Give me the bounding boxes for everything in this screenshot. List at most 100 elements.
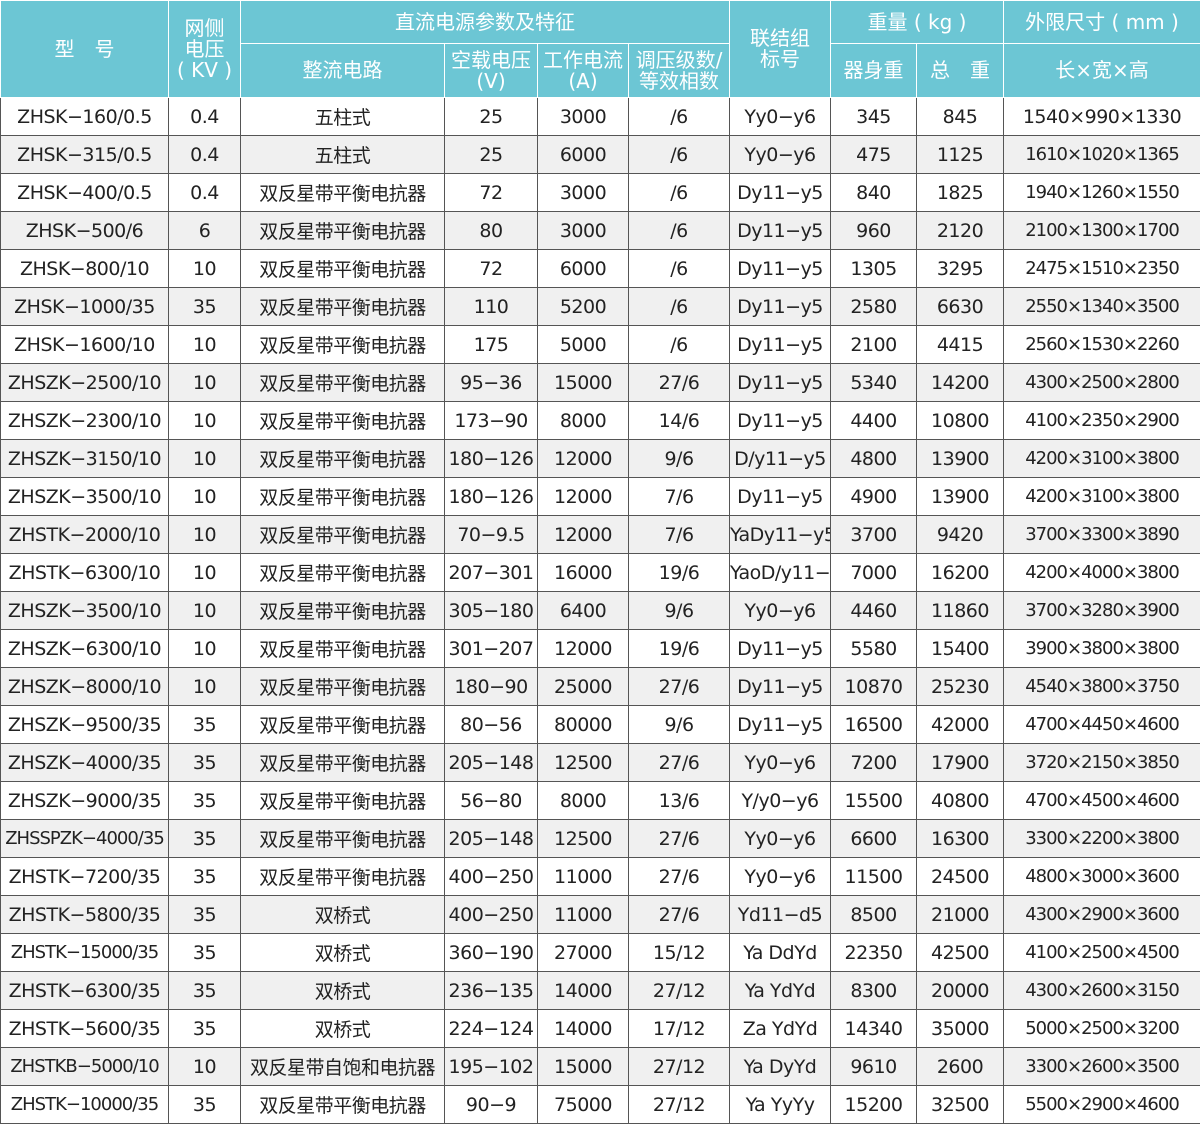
cell-total-weight: 1125 (916, 135, 1004, 174)
cell-dimension: 4300×2500×2800 (1003, 363, 1200, 402)
cell-body-weight: 4900 (830, 477, 917, 516)
header-connection: 联结组 标号 (729, 0, 831, 98)
cell-dimension: 2560×1530×2260 (1003, 325, 1200, 364)
cell-working-current: 11000 (537, 857, 629, 896)
cell-working-current: 6400 (537, 591, 629, 630)
cell-dimension: 3700×3300×3890 (1003, 515, 1200, 554)
table-row: ZHSZK−6300/10 10 双反星带平衡电抗器 301−207 12000 19/6… (0, 629, 1200, 668)
cell-connection: Y/y0−y6 (729, 781, 831, 820)
cell-rectifier: 双反星带平衡电抗器 (240, 249, 445, 288)
header-regulation: 调压级数/等效相数 (628, 43, 730, 98)
cell-model: ZHSK−500/6 (0, 211, 169, 250)
cell-total-weight: 11860 (916, 591, 1004, 630)
cell-working-current: 6000 (537, 249, 629, 288)
cell-grid-voltage: 10 (168, 401, 241, 440)
cell-total-weight: 2600 (916, 1047, 1004, 1086)
cell-connection: YaDy11−y5 (729, 515, 831, 554)
cell-rectifier: 双反星带平衡电抗器 (240, 515, 445, 554)
cell-dimension: 4200×4000×3800 (1003, 553, 1200, 592)
cell-working-current: 27000 (537, 933, 629, 972)
cell-model: ZHSZK−3500/10 (0, 591, 169, 630)
header-model: 型 号 (0, 0, 169, 98)
cell-model: ZHSTK−2000/10 (0, 515, 169, 554)
cell-grid-voltage: 35 (168, 743, 241, 782)
cell-body-weight: 15200 (830, 1085, 917, 1124)
cell-connection: YaoD/y11−y5 (729, 553, 831, 592)
table-body: ZHSK−160/0.5 0.4 五柱式 25 3000/6 Yy0−y6 345 845 15… (0, 97, 1200, 1124)
cell-total-weight: 14200 (916, 363, 1004, 402)
cell-body-weight: 14340 (830, 1009, 917, 1048)
cell-body-weight: 960 (830, 211, 917, 250)
cell-working-current: 14000 (537, 971, 629, 1010)
cell-grid-voltage: 35 (168, 1085, 241, 1124)
cell-grid-voltage: 10 (168, 553, 241, 592)
cell-body-weight: 2100 (830, 325, 917, 364)
cell-model: ZHSTK−10000/35 (0, 1085, 169, 1124)
cell-connection: Ya DyYd (729, 1047, 831, 1086)
table-row: ZHSK−160/0.5 0.4 五柱式 25 3000/6 Yy0−y6 345 845 15… (0, 97, 1200, 136)
cell-grid-voltage: 10 (168, 667, 241, 706)
cell-rectifier: 双反星带平衡电抗器 (240, 325, 445, 364)
cell-model: ZHSK−800/10 (0, 249, 169, 288)
cell-grid-voltage: 10 (168, 591, 241, 630)
cell-grid-voltage: 10 (168, 1047, 241, 1086)
cell-connection: Dy11−y5 (729, 249, 831, 288)
cell-body-weight: 840 (830, 173, 917, 212)
cell-grid-voltage: 35 (168, 857, 241, 896)
cell-grid-voltage: 10 (168, 439, 241, 478)
cell-rectifier: 双桥式 (240, 933, 445, 972)
cell-dimension: 4200×3100×3800 (1003, 439, 1200, 478)
cell-regulation: 27/6 (628, 895, 730, 934)
cell-regulation: 27/12 (628, 1085, 730, 1124)
cell-body-weight: 5340 (830, 363, 917, 402)
cell-connection: Dy11−y5 (729, 629, 831, 668)
cell-no-load-voltage: 205−148 (444, 743, 538, 782)
cell-dimension: 2100×1300×1700 (1003, 211, 1200, 250)
cell-grid-voltage: 35 (168, 1009, 241, 1048)
cell-body-weight: 5580 (830, 629, 917, 668)
cell-regulation: 27/12 (628, 1047, 730, 1086)
cell-regulation: 9/6 (628, 705, 730, 744)
cell-regulation: /6 (628, 211, 730, 250)
cell-regulation: /6 (628, 325, 730, 364)
cell-connection: Dy11−y5 (729, 211, 831, 250)
header-working-current: 工作电流 (A) (537, 43, 629, 98)
cell-no-load-voltage: 400−250 (444, 857, 538, 896)
cell-body-weight: 15500 (830, 781, 917, 820)
cell-model: ZHSTKB−5000/10 (0, 1047, 169, 1086)
cell-regulation: 17/12 (628, 1009, 730, 1048)
cell-rectifier: 双反星带平衡电抗器 (240, 173, 445, 212)
table-row: ZHSZK−3500/10 10 双反星带平衡电抗器 180−126 12000 7/6 D… (0, 477, 1200, 516)
cell-working-current: 12500 (537, 743, 629, 782)
cell-connection: Yy0−y6 (729, 135, 831, 174)
cell-connection: Ya DdYd (729, 933, 831, 972)
cell-grid-voltage: 0.4 (168, 97, 241, 136)
cell-model: ZHSZK−2500/10 (0, 363, 169, 402)
cell-no-load-voltage: 80−56 (444, 705, 538, 744)
cell-total-weight: 4415 (916, 325, 1004, 364)
cell-no-load-voltage: 180−90 (444, 667, 538, 706)
cell-rectifier: 双反星带平衡电抗器 (240, 211, 445, 250)
cell-no-load-voltage: 173−90 (444, 401, 538, 440)
header-weight-group: 重量 ( kg ) (830, 0, 1004, 44)
cell-no-load-voltage: 25 (444, 135, 538, 174)
cell-dimension: 3900×3800×3800 (1003, 629, 1200, 668)
cell-working-current: 3000 (537, 97, 629, 136)
cell-body-weight: 22350 (830, 933, 917, 972)
cell-grid-voltage: 35 (168, 819, 241, 858)
cell-no-load-voltage: 195−102 (444, 1047, 538, 1086)
cell-total-weight: 6630 (916, 287, 1004, 326)
table-row: ZHSTK−15000/35 35 双桥式 360−190 27000 15/12 Ya D… (0, 933, 1200, 972)
cell-regulation: 27/6 (628, 667, 730, 706)
table-row: ZHSK−500/6 6 双反星带平衡电抗器 80 3000/6 Dy11−y5 960 21… (0, 211, 1200, 250)
cell-total-weight: 1825 (916, 173, 1004, 212)
cell-regulation: 14/6 (628, 401, 730, 440)
cell-no-load-voltage: 175 (444, 325, 538, 364)
cell-model: ZHSK−160/0.5 (0, 97, 169, 136)
cell-rectifier: 双反星带平衡电抗器 (240, 591, 445, 630)
cell-body-weight: 10870 (830, 667, 917, 706)
cell-total-weight: 13900 (916, 439, 1004, 478)
cell-grid-voltage: 35 (168, 287, 241, 326)
cell-dimension: 4800×3000×3600 (1003, 857, 1200, 896)
cell-rectifier: 双反星带平衡电抗器 (240, 439, 445, 478)
